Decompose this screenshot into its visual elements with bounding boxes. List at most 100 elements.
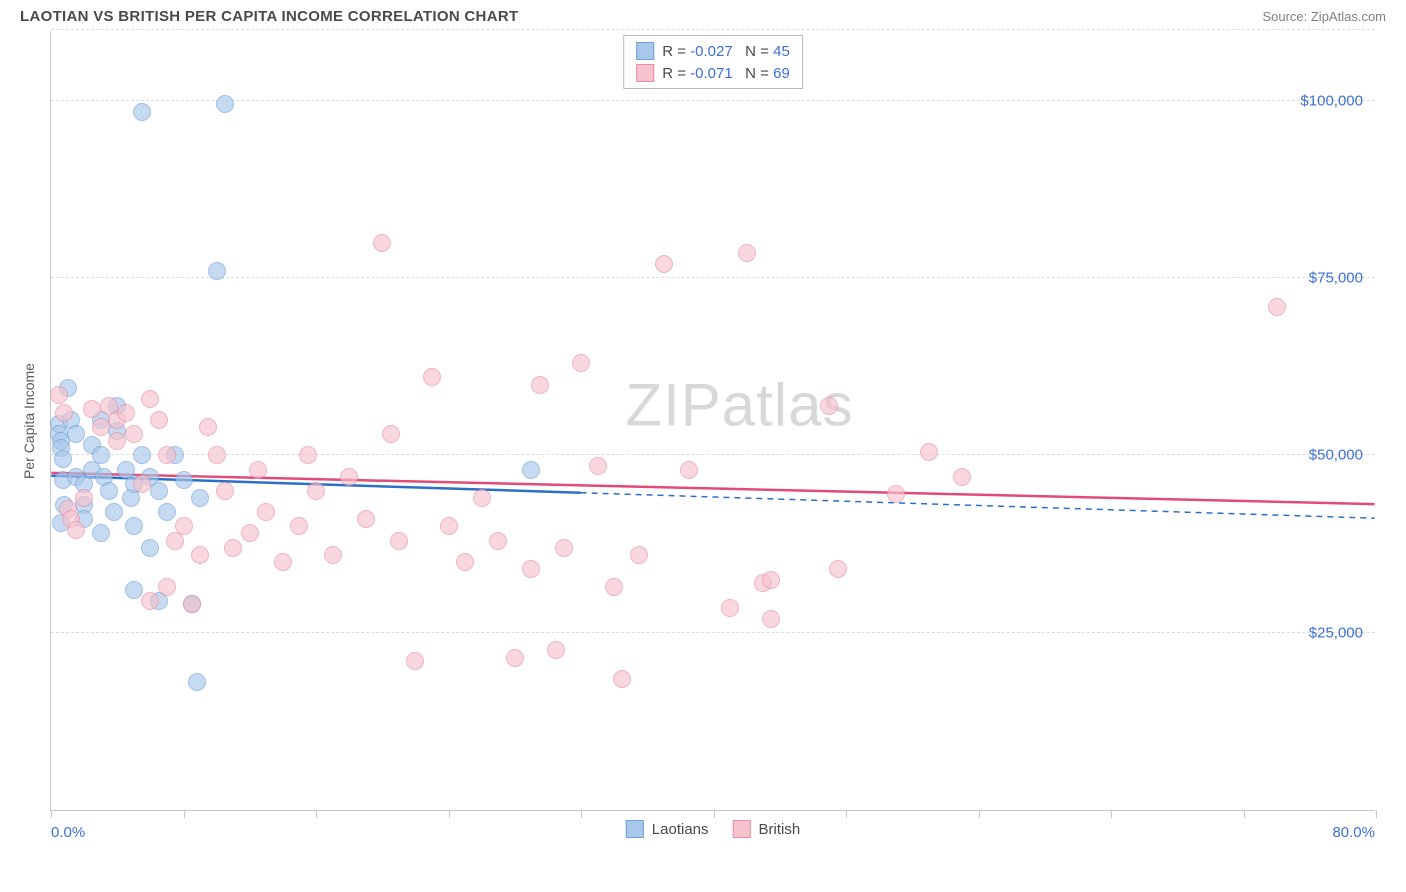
data-point xyxy=(125,517,143,535)
x-tick xyxy=(714,810,715,818)
data-point xyxy=(133,103,151,121)
gridline xyxy=(51,277,1375,278)
data-point xyxy=(423,368,441,386)
trendlines xyxy=(51,31,1375,810)
data-point xyxy=(522,461,540,479)
data-point xyxy=(920,443,938,461)
data-point xyxy=(117,404,135,422)
data-point xyxy=(92,418,110,436)
gridline xyxy=(51,632,1375,633)
series-legend: Laotians British xyxy=(626,820,800,838)
gridline xyxy=(51,100,1375,101)
data-point xyxy=(307,482,325,500)
x-tick-label-left: 0.0% xyxy=(51,824,85,841)
data-point xyxy=(257,503,275,521)
data-point xyxy=(50,386,68,404)
data-point xyxy=(820,397,838,415)
data-point xyxy=(191,546,209,564)
data-point xyxy=(473,489,491,507)
data-point xyxy=(299,446,317,464)
data-point xyxy=(738,244,756,262)
x-tick xyxy=(581,810,582,818)
x-tick xyxy=(184,810,185,818)
legend-item: British xyxy=(733,820,801,838)
data-point xyxy=(762,571,780,589)
data-point xyxy=(158,446,176,464)
correlation-stats-box: R = -0.027 N = 45 R = -0.071 N = 69 xyxy=(623,35,803,89)
source-label: Source: ZipAtlas.com xyxy=(1262,9,1386,24)
x-tick xyxy=(1244,810,1245,818)
data-point xyxy=(382,425,400,443)
data-point xyxy=(440,517,458,535)
y-tick-label: $100,000 xyxy=(1300,92,1363,109)
data-point xyxy=(141,592,159,610)
stats-row: R = -0.071 N = 69 xyxy=(636,62,790,84)
legend-swatch xyxy=(636,64,654,82)
data-point xyxy=(125,581,143,599)
data-point xyxy=(605,578,623,596)
data-point xyxy=(456,553,474,571)
y-tick-label: $50,000 xyxy=(1309,447,1363,464)
data-point xyxy=(522,560,540,578)
legend-item: Laotians xyxy=(626,820,709,838)
x-tick xyxy=(51,810,52,818)
data-point xyxy=(655,255,673,273)
x-tick xyxy=(846,810,847,818)
x-tick xyxy=(316,810,317,818)
data-point xyxy=(208,262,226,280)
data-point xyxy=(55,404,73,422)
data-point xyxy=(150,411,168,429)
data-point xyxy=(589,457,607,475)
data-point xyxy=(406,652,424,670)
data-point xyxy=(390,532,408,550)
data-point xyxy=(555,539,573,557)
data-point xyxy=(613,670,631,688)
data-point xyxy=(324,546,342,564)
data-point xyxy=(224,539,242,557)
data-point xyxy=(158,503,176,521)
legend-swatch xyxy=(733,820,751,838)
chart-title: LAOTIAN VS BRITISH PER CAPITA INCOME COR… xyxy=(20,8,518,25)
data-point xyxy=(141,539,159,557)
data-point xyxy=(133,446,151,464)
x-tick-label-right: 80.0% xyxy=(1332,824,1375,841)
data-point xyxy=(125,425,143,443)
data-point xyxy=(506,649,524,667)
data-point xyxy=(108,432,126,450)
data-point xyxy=(1268,298,1286,316)
gridline xyxy=(51,454,1375,455)
scatter-plot: Per Capita Income ZIPatlas R = -0.027 N … xyxy=(50,31,1375,811)
data-point xyxy=(290,517,308,535)
x-tick xyxy=(449,810,450,818)
data-point xyxy=(83,400,101,418)
legend-swatch xyxy=(636,42,654,60)
gridline xyxy=(51,29,1375,30)
data-point xyxy=(208,446,226,464)
x-tick xyxy=(979,810,980,818)
x-tick xyxy=(1111,810,1112,818)
data-point xyxy=(680,461,698,479)
data-point xyxy=(373,234,391,252)
x-tick xyxy=(1376,810,1377,818)
watermark: ZIPatlas xyxy=(625,370,853,439)
data-point xyxy=(887,485,905,503)
stats-row: R = -0.027 N = 45 xyxy=(636,40,790,62)
data-point xyxy=(75,489,93,507)
data-point xyxy=(762,610,780,628)
data-point xyxy=(191,489,209,507)
data-point xyxy=(340,468,358,486)
data-point xyxy=(249,461,267,479)
data-point xyxy=(105,503,123,521)
data-point xyxy=(199,418,217,436)
data-point xyxy=(216,95,234,113)
data-point xyxy=(175,517,193,535)
data-point xyxy=(158,578,176,596)
data-point xyxy=(489,532,507,550)
data-point xyxy=(141,390,159,408)
data-point xyxy=(216,482,234,500)
data-point xyxy=(188,673,206,691)
data-point xyxy=(953,468,971,486)
data-point xyxy=(100,482,118,500)
data-point xyxy=(133,475,151,493)
data-point xyxy=(572,354,590,372)
